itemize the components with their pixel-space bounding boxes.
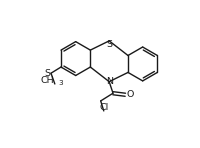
Text: S: S	[106, 40, 112, 49]
Text: N: N	[105, 77, 112, 86]
Text: CH: CH	[40, 76, 54, 85]
Text: S: S	[44, 69, 50, 78]
Text: O: O	[126, 90, 134, 99]
Text: 3: 3	[58, 80, 62, 86]
Text: Cl: Cl	[99, 103, 108, 112]
